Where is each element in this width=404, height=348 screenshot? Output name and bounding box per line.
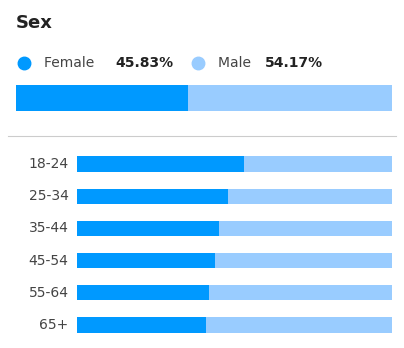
Text: Female: Female bbox=[44, 56, 99, 70]
FancyBboxPatch shape bbox=[77, 317, 206, 332]
FancyBboxPatch shape bbox=[219, 221, 392, 236]
FancyBboxPatch shape bbox=[77, 189, 228, 204]
Text: 45-54: 45-54 bbox=[29, 254, 69, 268]
FancyBboxPatch shape bbox=[77, 285, 209, 300]
FancyBboxPatch shape bbox=[215, 253, 392, 268]
Text: 25-34: 25-34 bbox=[29, 189, 69, 203]
FancyBboxPatch shape bbox=[188, 85, 392, 111]
FancyBboxPatch shape bbox=[77, 221, 219, 236]
Text: Sex: Sex bbox=[16, 14, 53, 32]
FancyBboxPatch shape bbox=[209, 285, 392, 300]
Text: 35-44: 35-44 bbox=[29, 221, 69, 235]
FancyBboxPatch shape bbox=[228, 189, 392, 204]
FancyBboxPatch shape bbox=[206, 317, 392, 332]
Text: 65+: 65+ bbox=[40, 318, 69, 332]
Text: 18-24: 18-24 bbox=[29, 157, 69, 171]
Text: Male: Male bbox=[218, 56, 256, 70]
FancyBboxPatch shape bbox=[77, 253, 215, 268]
FancyBboxPatch shape bbox=[244, 157, 392, 172]
FancyBboxPatch shape bbox=[16, 85, 188, 111]
Text: 54.17%: 54.17% bbox=[265, 56, 323, 70]
Text: 45.83%: 45.83% bbox=[115, 56, 173, 70]
FancyBboxPatch shape bbox=[77, 157, 244, 172]
Text: 55-64: 55-64 bbox=[29, 286, 69, 300]
